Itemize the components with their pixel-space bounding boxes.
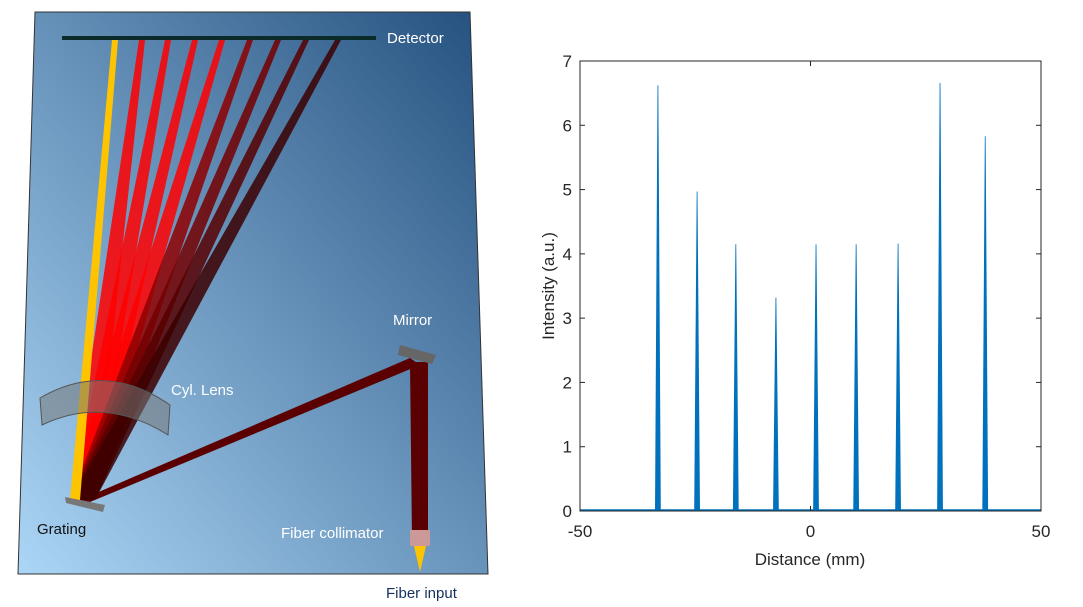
x-tick-label: -50	[568, 522, 593, 541]
grating	[65, 497, 105, 512]
peak-0	[655, 85, 661, 512]
y-tick-label: 3	[563, 309, 572, 328]
fiber-input-beam	[414, 546, 426, 572]
label-grating: Grating	[37, 521, 87, 538]
label-fiber-input: Fiber input	[386, 585, 457, 602]
peak-6	[895, 243, 901, 512]
scene-background	[17, 11, 489, 575]
y-axis-label: Intensity (a.u.)	[539, 232, 558, 340]
label-lens: Cyl. Lens	[171, 382, 234, 399]
label-mirror: Mirror	[393, 312, 433, 329]
plot-frame	[579, 60, 1042, 512]
label-detector: Detector	[387, 30, 444, 47]
cylindrical-lens	[39, 380, 171, 436]
ray-grating-mirror	[80, 358, 420, 502]
x-tick-label: 50	[1032, 522, 1051, 541]
peak-7	[937, 82, 943, 512]
y-tick-label: 2	[563, 373, 572, 392]
label-collimator: Fiber collimator	[281, 525, 384, 542]
x-axis-label: Distance (mm)	[755, 550, 866, 569]
peak-4	[813, 244, 819, 512]
peak-5	[853, 244, 860, 512]
peak-8	[982, 136, 989, 512]
fiber-collimator	[410, 530, 430, 546]
peak-1	[694, 191, 700, 512]
detector	[62, 36, 376, 40]
peak-2	[732, 244, 739, 512]
x-tick-label: 0	[806, 522, 815, 541]
y-tick-label: 5	[563, 181, 572, 200]
y-tick-label: 6	[563, 116, 572, 135]
mirror	[398, 345, 436, 364]
spectrometer-diagram	[17, 11, 489, 575]
ray-mirror-collimator	[410, 362, 428, 540]
peak-3	[773, 297, 779, 512]
y-tick-label: 1	[563, 438, 572, 457]
diffracted-ray-7	[70, 40, 341, 500]
y-tick-label: 7	[563, 52, 572, 71]
y-tick-label: 4	[563, 245, 572, 264]
y-tick-label: 0	[563, 502, 572, 521]
